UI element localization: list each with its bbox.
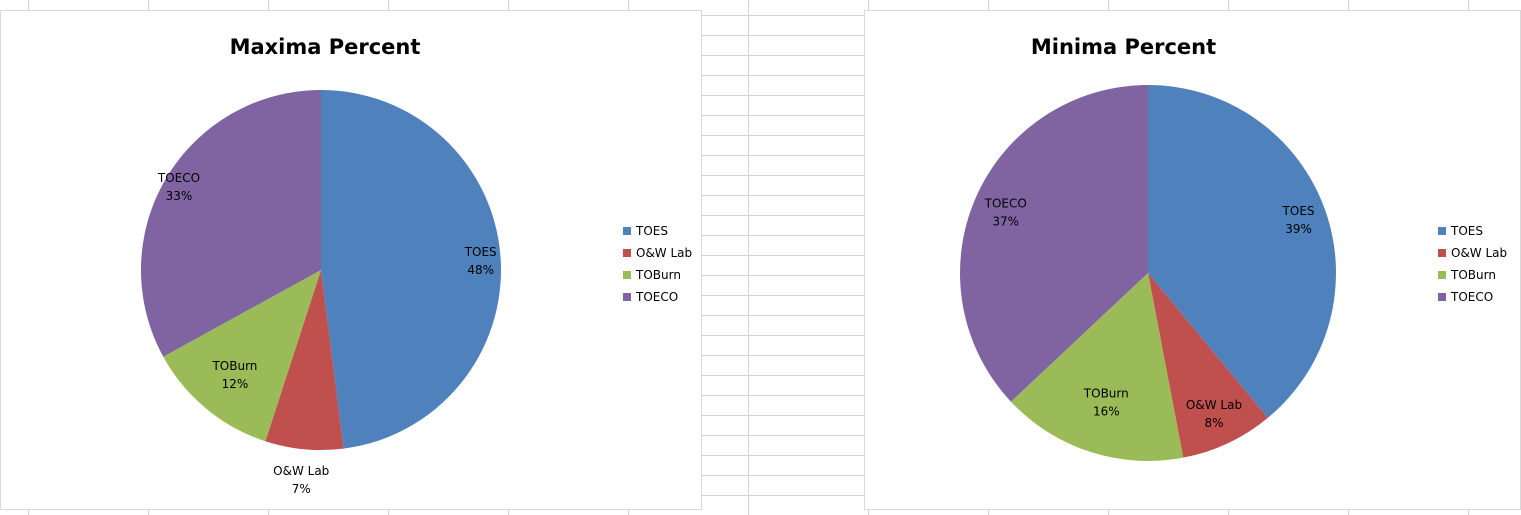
slice-label-category: TOBurn [1083, 386, 1129, 400]
legend-swatch [1438, 249, 1446, 257]
pie-slice-toes[interactable] [1148, 85, 1336, 418]
pie-slice-o-w-lab[interactable] [1148, 273, 1268, 458]
legend-item-toes: TOES [623, 220, 692, 242]
legend-label: O&W Lab [1451, 246, 1508, 260]
slice-label-percent: 12% [222, 377, 249, 391]
minima-legend: TOES O&W Lab TOBurn TOECO [1438, 220, 1507, 308]
slice-label-category: TOES [464, 245, 497, 259]
slice-label-percent: 16% [1093, 404, 1120, 418]
legend-label: TOBurn [1451, 268, 1496, 282]
pie-slice-toburn[interactable] [1010, 273, 1184, 462]
legend-swatch [623, 249, 631, 257]
legend-item-toeco: TOECO [1438, 286, 1507, 308]
legend-item-o-w-lab: O&W Lab [623, 242, 692, 264]
legend-swatch [623, 271, 631, 279]
chart-title: Minima Percent [1030, 35, 1217, 59]
maxima-pie: TOES 48% O&W Lab 7% TOBurn 12% TOECO 33% [140, 90, 502, 496]
legend-swatch [1438, 227, 1446, 235]
legend-item-toes: TOES [1438, 220, 1507, 242]
legend-swatch [623, 227, 631, 235]
pie-slice-toes[interactable] [321, 90, 502, 449]
slice-label-category: TOECO [984, 196, 1027, 210]
minima-chart[interactable]: Minima Percent TOES 39% O&W Lab 8% TOBurn 16%… [864, 10, 1521, 510]
legend-label: TOBurn [636, 268, 681, 282]
legend-item-toburn: TOBurn [1438, 264, 1507, 286]
chart-title: Maxima Percent [229, 35, 421, 59]
legend-label: TOES [1451, 224, 1483, 238]
slice-label-percent: 8% [1204, 416, 1223, 430]
pie-slice-toeco[interactable] [960, 85, 1148, 402]
legend-label: TOES [636, 224, 668, 238]
pie-slice-toeco[interactable] [140, 90, 321, 357]
slice-label-percent: 7% [292, 482, 311, 496]
minima-pie: TOES 39% O&W Lab 8% TOBurn 16% TOECO 37% [960, 85, 1336, 462]
legend-swatch [1438, 271, 1446, 279]
slice-label-category: O&W Lab [273, 464, 329, 478]
slice-label-category: TOECO [157, 171, 200, 185]
pie-slice-o-w-lab[interactable] [265, 270, 344, 451]
legend-swatch [623, 293, 631, 301]
slice-label-percent: 39% [1285, 222, 1312, 236]
legend-swatch [1438, 293, 1446, 301]
pie-slice-toburn[interactable] [163, 270, 321, 442]
legend-item-toeco: TOECO [623, 286, 692, 308]
slice-label-category: TOBurn [211, 359, 257, 373]
slice-label-category: TOES [1282, 204, 1315, 218]
legend-item-o-w-lab: O&W Lab [1438, 242, 1507, 264]
legend-label: O&W Lab [636, 246, 693, 260]
maxima-chart[interactable]: Maxima Percent TOES 48% O&W Lab 7% TOBurn 12%… [0, 10, 702, 510]
legend-label: TOECO [636, 290, 679, 304]
legend-label: TOECO [1451, 290, 1494, 304]
slice-label-percent: 37% [992, 214, 1019, 228]
slice-label-percent: 48% [467, 263, 494, 277]
slice-label-category: O&W Lab [1186, 398, 1242, 412]
maxima-legend: TOES O&W Lab TOBurn TOECO [623, 220, 692, 308]
slice-label-percent: 33% [166, 189, 193, 203]
legend-item-toburn: TOBurn [623, 264, 692, 286]
